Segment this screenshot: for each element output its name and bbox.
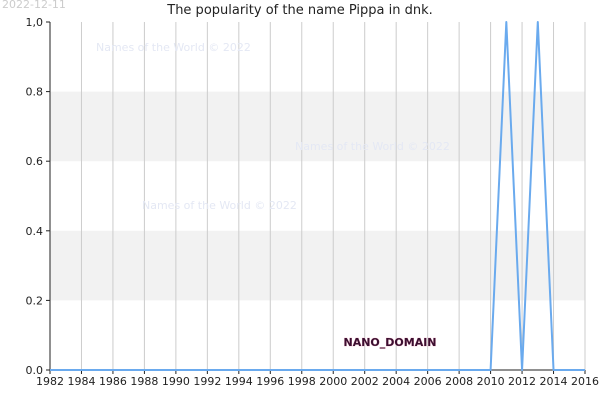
watermark: Names of the World © 2022 bbox=[142, 199, 297, 212]
x-tick-label: 1984 bbox=[67, 375, 95, 388]
grid-lines bbox=[49, 22, 586, 370]
date-stamp: 2022-12-11 bbox=[2, 0, 66, 11]
x-tick-label: 2002 bbox=[351, 375, 379, 388]
background-bands bbox=[50, 91, 585, 301]
y-tick-label: 1,0 bbox=[26, 16, 44, 29]
y-tick-label: 0.2 bbox=[26, 294, 44, 307]
y-tick-label: 0.8 bbox=[26, 86, 44, 99]
x-tick-label: 1994 bbox=[225, 375, 253, 388]
x-tick-label: 2010 bbox=[477, 375, 505, 388]
series-lines bbox=[50, 21, 585, 371]
x-tick-label: 1992 bbox=[193, 375, 221, 388]
y-axis-ticks: 0.0 0.2 0.4 0.6 0.8 1,0 bbox=[26, 16, 50, 377]
x-tick-label: 1998 bbox=[288, 375, 316, 388]
x-tick-label: 2008 bbox=[445, 375, 473, 388]
y-tick-label: 0.0 bbox=[26, 364, 44, 377]
x-tick-label: 1990 bbox=[162, 375, 190, 388]
x-tick-label: 2016 bbox=[571, 375, 599, 388]
chart-title: The popularity of the name Pippa in dnk. bbox=[166, 3, 433, 18]
x-tick-label: 2004 bbox=[382, 375, 410, 388]
x-tick-label: 2014 bbox=[540, 375, 568, 388]
x-tick-label: 1996 bbox=[256, 375, 284, 388]
x-tick-label: 2006 bbox=[414, 375, 442, 388]
x-axis-ticks: 1982 1984 1986 1988 1990 1992 1994 1996 1998 2000… bbox=[36, 370, 599, 388]
series-line bbox=[50, 21, 585, 371]
y-tick-label: 0.6 bbox=[26, 155, 44, 168]
background-band bbox=[50, 91, 585, 162]
watermark: Names of the World © 2022 bbox=[96, 41, 251, 54]
domain-tag: NANO_DOMAIN bbox=[343, 336, 436, 349]
watermark: Names of the World © 2022 bbox=[295, 140, 450, 153]
x-tick-label: 2000 bbox=[319, 375, 347, 388]
x-tick-label: 1986 bbox=[99, 375, 127, 388]
x-tick-label: 1982 bbox=[36, 375, 64, 388]
x-tick-label: 1988 bbox=[130, 375, 158, 388]
y-tick-label: 0.4 bbox=[26, 225, 44, 238]
watermarks: Names of the World © 2022 Names of the W… bbox=[96, 41, 450, 212]
x-tick-label: 2012 bbox=[508, 375, 536, 388]
background-band bbox=[50, 230, 585, 301]
